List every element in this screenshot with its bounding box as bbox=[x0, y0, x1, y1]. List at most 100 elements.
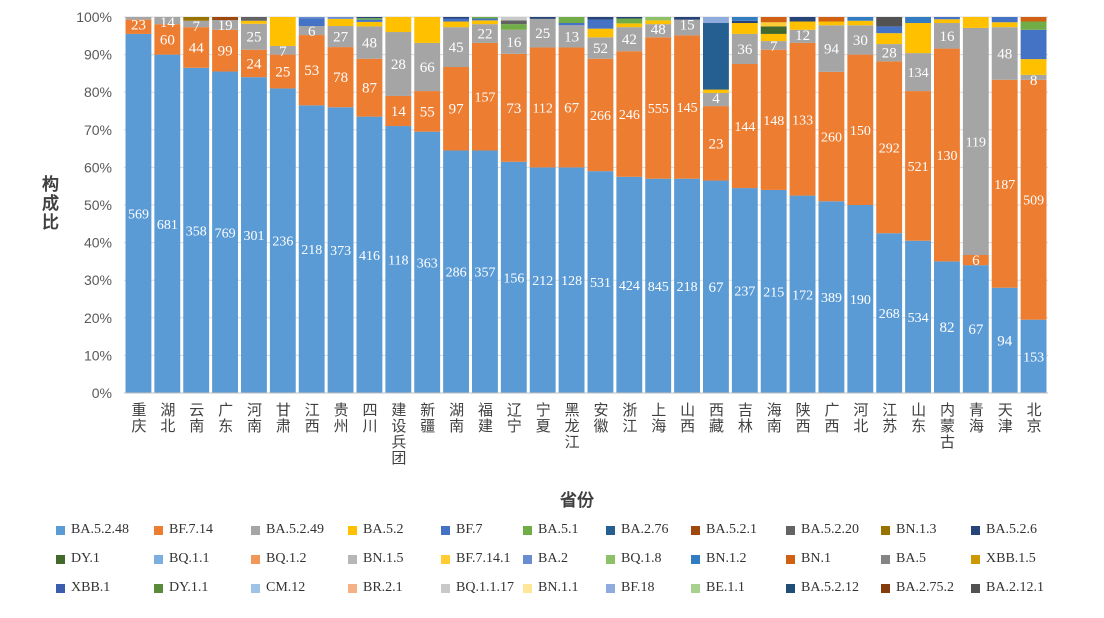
bar-segment-BA-5-2-48 bbox=[645, 178, 672, 393]
data-label: 97 bbox=[449, 102, 465, 118]
legend-item: BA.5.2.12 bbox=[786, 580, 881, 596]
data-label: 25 bbox=[246, 30, 261, 46]
legend-item: BA.5.2.20 bbox=[786, 522, 881, 538]
bar-segment-BA-5-2-20 bbox=[241, 17, 267, 21]
bar-segment-BF-7 bbox=[472, 18, 498, 21]
legend-label: BA.5.2.49 bbox=[266, 522, 324, 537]
legend-label: BN.1.2 bbox=[706, 551, 747, 566]
data-label: 67 bbox=[708, 280, 724, 296]
bar-segment-BA-5-2-49 bbox=[558, 25, 585, 48]
data-label: 30 bbox=[853, 33, 868, 49]
bar-segment-BA-5-2-48 bbox=[241, 77, 267, 393]
bar-segment-BA-5-2-49 bbox=[356, 26, 383, 59]
data-label: 286 bbox=[446, 266, 467, 281]
legend-item: DY.1 bbox=[56, 551, 154, 567]
data-label: 23 bbox=[131, 18, 146, 34]
data-label: 534 bbox=[908, 311, 929, 326]
legend-item: BA.2.75.2 bbox=[881, 580, 971, 596]
legend-swatch bbox=[348, 525, 357, 535]
bar-segment-BA-5-2-48 bbox=[529, 167, 556, 393]
y-tick-label: 80% bbox=[84, 84, 112, 100]
bar-segment-BA-5-2 bbox=[269, 17, 296, 46]
legend-swatch bbox=[971, 583, 980, 593]
data-label: 521 bbox=[908, 160, 929, 175]
data-label: 73 bbox=[506, 101, 521, 117]
x-axis-title: 省份 bbox=[560, 491, 594, 510]
data-label: 48 bbox=[362, 36, 377, 52]
bar-segment-BA-5-2-48 bbox=[905, 240, 931, 393]
data-label: 14 bbox=[391, 104, 407, 120]
bar-segment-BA-5-2-48 bbox=[587, 171, 614, 393]
bar-segment-BA-5-2-6 bbox=[443, 17, 469, 19]
x-tick-label: 山西 bbox=[678, 402, 696, 434]
legend-label: BN.1.3 bbox=[896, 522, 937, 537]
bar-segment-BA-5-2-48 bbox=[154, 54, 181, 393]
legend-label: BF.7.14 bbox=[169, 522, 214, 537]
bar-segment-BA-5-2-48 bbox=[847, 205, 874, 393]
bar-segment-BN-1-3 bbox=[183, 17, 210, 21]
bar-segment-BF-7-14 bbox=[876, 61, 903, 234]
legend-item: BN.1.5 bbox=[348, 551, 441, 567]
data-label: 416 bbox=[359, 249, 380, 264]
bar-segment-BA-5-2-48 bbox=[674, 178, 700, 393]
x-tick-label: 建设兵团 bbox=[389, 402, 407, 466]
data-label: 266 bbox=[590, 109, 611, 124]
legend-swatch bbox=[154, 583, 163, 593]
bar-segment-BA-5-2 bbox=[818, 21, 845, 26]
x-tick-label: 北京 bbox=[1025, 402, 1043, 434]
x-tick-label: 广东 bbox=[216, 402, 234, 434]
bar-segment-BA-5-2-48 bbox=[327, 107, 354, 394]
bar-segment-BF-7-14 bbox=[154, 24, 181, 55]
legend-swatch bbox=[523, 554, 532, 564]
data-label: 681 bbox=[157, 218, 178, 233]
legend-swatch bbox=[691, 583, 700, 593]
x-tick-label: 湖北 bbox=[158, 402, 176, 434]
data-label: 7 bbox=[192, 19, 200, 35]
data-label: 44 bbox=[189, 40, 205, 56]
data-label: 236 bbox=[272, 235, 293, 250]
legend-label: BA.5.2 bbox=[363, 522, 404, 537]
data-label: 67 bbox=[564, 100, 580, 116]
bar-segment-BA-5-2-6 bbox=[356, 17, 383, 19]
data-label: 53 bbox=[304, 63, 319, 79]
data-label: 172 bbox=[792, 288, 813, 303]
bar-segment-BA-5-2-48 bbox=[962, 265, 989, 393]
bar-segment-BF-7-14 bbox=[934, 48, 960, 262]
legend-swatch bbox=[786, 554, 795, 564]
bar-segment-BA-5-2-49 bbox=[703, 92, 729, 107]
legend-label: BA.5.2.1 bbox=[706, 522, 757, 537]
bar-segment-BA-5-2-49 bbox=[529, 18, 556, 48]
bar-segment-BA-5-2-49 bbox=[616, 27, 643, 52]
bar-segment-BA-5-2 bbox=[934, 19, 960, 24]
bar-segment-BA-5-1 bbox=[500, 24, 527, 30]
legend-label: BA.2 bbox=[538, 551, 568, 566]
legend-label: XBB.1.5 bbox=[986, 551, 1036, 566]
legend-swatch bbox=[691, 525, 700, 535]
data-label: 82 bbox=[939, 320, 954, 336]
bar-segment-BA-5-2-49 bbox=[183, 20, 210, 28]
legend-item: BA.2 bbox=[523, 551, 606, 567]
legend-label: DY.1 bbox=[71, 551, 100, 566]
legend-swatch bbox=[56, 525, 65, 535]
legend-swatch bbox=[881, 525, 890, 535]
legend-item: BQ.1.8 bbox=[606, 551, 691, 567]
bar-segment-BA-5-2 bbox=[327, 18, 354, 27]
bar-segment-BN-1-2 bbox=[731, 17, 758, 21]
x-tick-label: 吉林 bbox=[736, 402, 754, 434]
data-label: 7 bbox=[279, 44, 287, 60]
data-label: 144 bbox=[734, 120, 755, 135]
bar-segment-BF-7-14 bbox=[298, 35, 325, 106]
legend-swatch bbox=[154, 554, 163, 564]
data-label: 150 bbox=[850, 124, 871, 139]
bar-segment-BF-7-14 bbox=[529, 47, 556, 168]
bar-segment-BA-5-2-49 bbox=[731, 33, 758, 64]
bar-segment-BA-5-2-6 bbox=[674, 17, 700, 20]
data-label: 67 bbox=[968, 322, 984, 338]
x-tick-label: 河北 bbox=[851, 402, 869, 434]
data-label: 14 bbox=[160, 15, 176, 31]
data-label: 6 bbox=[972, 253, 980, 269]
x-tick-label: 黑龙江 bbox=[563, 402, 581, 450]
data-label: 358 bbox=[186, 224, 207, 239]
bar-segment-BA-5-2-48 bbox=[414, 131, 441, 393]
